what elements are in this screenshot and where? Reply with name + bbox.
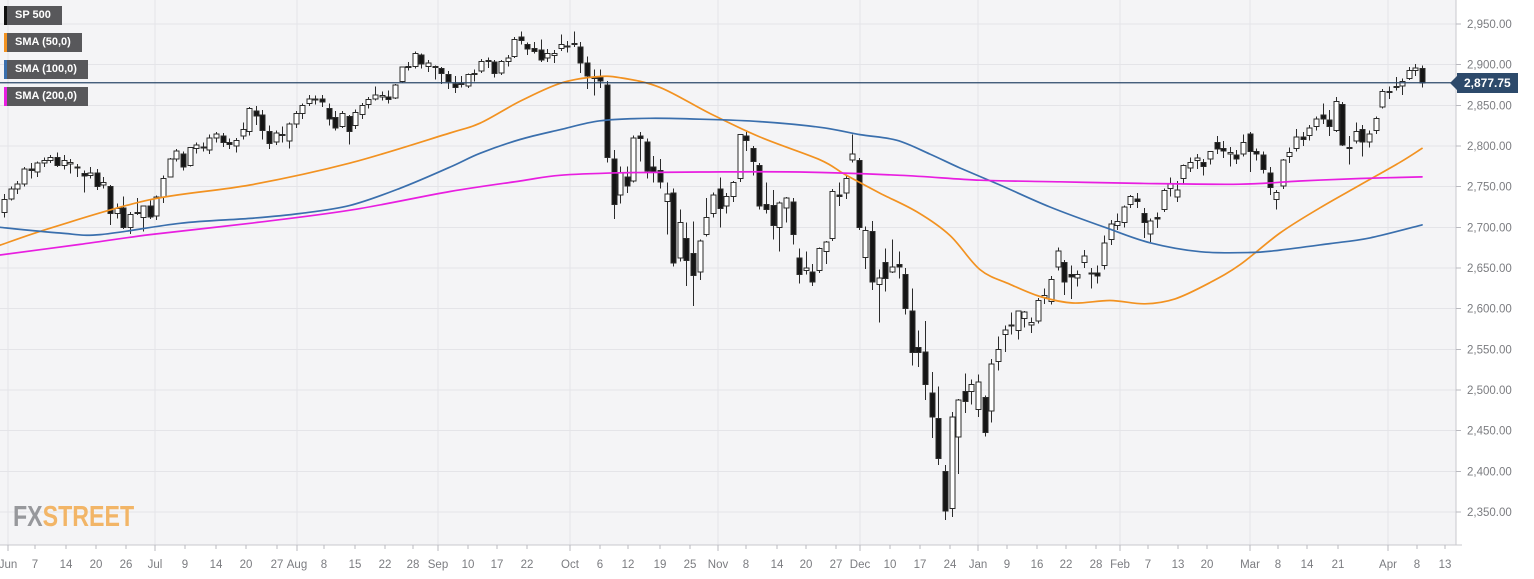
- svg-text:22: 22: [1060, 559, 1073, 571]
- svg-text:2,950.00: 2,950.00: [1467, 19, 1512, 31]
- svg-text:Dec: Dec: [850, 559, 871, 571]
- legend-item-sma-200-0[interactable]: SMA (200,0): [4, 87, 88, 106]
- svg-text:2,350.00: 2,350.00: [1467, 507, 1512, 519]
- svg-text:26: 26: [120, 559, 133, 571]
- svg-text:14: 14: [210, 559, 223, 571]
- svg-text:24: 24: [944, 559, 957, 571]
- svg-text:25: 25: [684, 559, 697, 571]
- svg-text:13: 13: [1172, 559, 1185, 571]
- svg-text:8: 8: [743, 559, 749, 571]
- svg-text:2,850.00: 2,850.00: [1467, 100, 1512, 112]
- svg-text:13: 13: [1439, 559, 1452, 571]
- sma-200-line: [0, 170, 1423, 256]
- svg-text:Oct: Oct: [561, 559, 580, 571]
- last-price-label: 2,877.75: [1450, 72, 1518, 93]
- svg-text:27: 27: [830, 559, 843, 571]
- watermark-fx: FX: [13, 501, 43, 533]
- svg-text:7: 7: [32, 559, 38, 571]
- legend-item-label: SMA (200,0): [7, 87, 88, 106]
- svg-text:8: 8: [1275, 559, 1281, 571]
- svg-text:6: 6: [597, 559, 603, 571]
- svg-text:17: 17: [914, 559, 927, 571]
- svg-text:2,450.00: 2,450.00: [1467, 426, 1512, 438]
- svg-text:Apr: Apr: [1379, 559, 1397, 571]
- svg-text:20: 20: [1201, 559, 1214, 571]
- svg-text:2,650.00: 2,650.00: [1467, 263, 1512, 275]
- svg-text:10: 10: [462, 559, 475, 571]
- svg-text:Jan: Jan: [969, 559, 988, 571]
- svg-text:28: 28: [407, 559, 420, 571]
- svg-text:2,500.00: 2,500.00: [1467, 385, 1512, 397]
- svg-text:2,750.00: 2,750.00: [1467, 182, 1512, 194]
- legend-item-label: SMA (50,0): [7, 33, 82, 52]
- legend-item-sma-50-0[interactable]: SMA (50,0): [4, 33, 88, 52]
- svg-text:15: 15: [349, 559, 362, 571]
- svg-text:14: 14: [60, 559, 73, 571]
- legend-color-stripe: [4, 6, 7, 25]
- gridlines: [0, 0, 1456, 545]
- legend-color-stripe: [4, 87, 7, 106]
- svg-text:19: 19: [654, 559, 667, 571]
- svg-text:2,700.00: 2,700.00: [1467, 222, 1512, 234]
- candles: [1, 31, 1426, 521]
- svg-text:20: 20: [800, 559, 813, 571]
- svg-text:Aug: Aug: [287, 559, 307, 571]
- axis-frame: [0, 0, 1462, 546]
- svg-text:Nov: Nov: [708, 559, 729, 571]
- svg-text:8: 8: [1414, 559, 1420, 571]
- svg-text:21: 21: [1332, 559, 1345, 571]
- svg-text:2,800.00: 2,800.00: [1467, 141, 1512, 153]
- watermark-street: STREET: [42, 501, 135, 533]
- svg-text:2,400.00: 2,400.00: [1467, 466, 1512, 478]
- legend: SP 500 SMA (50,0) SMA (100,0) SMA (200,0): [4, 6, 88, 114]
- svg-text:12: 12: [622, 559, 635, 571]
- legend-color-stripe: [4, 33, 7, 52]
- fxstreet-watermark: FXSTREET: [13, 501, 134, 534]
- x-axis: Jun 7 14 20 26 Jul 9 14 20 27 Aug 8 15 22 28 Sep 10 17 22 O…: [0, 545, 1451, 571]
- svg-text:2,600.00: 2,600.00: [1467, 304, 1512, 316]
- svg-text:Mar: Mar: [1240, 559, 1260, 571]
- svg-text:22: 22: [379, 559, 392, 571]
- svg-text:28: 28: [1090, 559, 1103, 571]
- svg-text:14: 14: [771, 559, 784, 571]
- svg-text:27: 27: [271, 559, 284, 571]
- svg-text:17: 17: [491, 559, 504, 571]
- legend-item-label: SMA (100,0): [7, 60, 88, 79]
- svg-text:Jun: Jun: [0, 559, 17, 571]
- svg-text:2,900.00: 2,900.00: [1467, 60, 1512, 72]
- sma-100-line: [0, 117, 1423, 254]
- svg-text:Sep: Sep: [428, 559, 448, 571]
- svg-text:9: 9: [182, 559, 188, 571]
- svg-text:20: 20: [90, 559, 103, 571]
- plot-area[interactable]: [0, 0, 1456, 545]
- svg-text:Jul: Jul: [148, 559, 163, 571]
- svg-text:16: 16: [1031, 559, 1044, 571]
- legend-item-sma-100-0[interactable]: SMA (100,0): [4, 60, 88, 79]
- svg-text:Feb: Feb: [1110, 559, 1130, 571]
- svg-text:9: 9: [1004, 559, 1010, 571]
- legend-item-sp-500[interactable]: SP 500: [4, 6, 88, 25]
- y-axis: 2,950.00 2,900.00 2,850.00 2,800.00 2,750.00…: [1456, 19, 1512, 519]
- svg-text:20: 20: [240, 559, 253, 571]
- sma-50-line: [0, 75, 1423, 305]
- legend-color-stripe: [4, 60, 7, 79]
- svg-text:10: 10: [884, 559, 897, 571]
- svg-text:14: 14: [1301, 559, 1314, 571]
- svg-text:2,550.00: 2,550.00: [1467, 344, 1512, 356]
- legend-item-label: SP 500: [7, 6, 62, 25]
- svg-text:22: 22: [521, 559, 534, 571]
- svg-text:7: 7: [1145, 559, 1151, 571]
- svg-text:8: 8: [321, 559, 327, 571]
